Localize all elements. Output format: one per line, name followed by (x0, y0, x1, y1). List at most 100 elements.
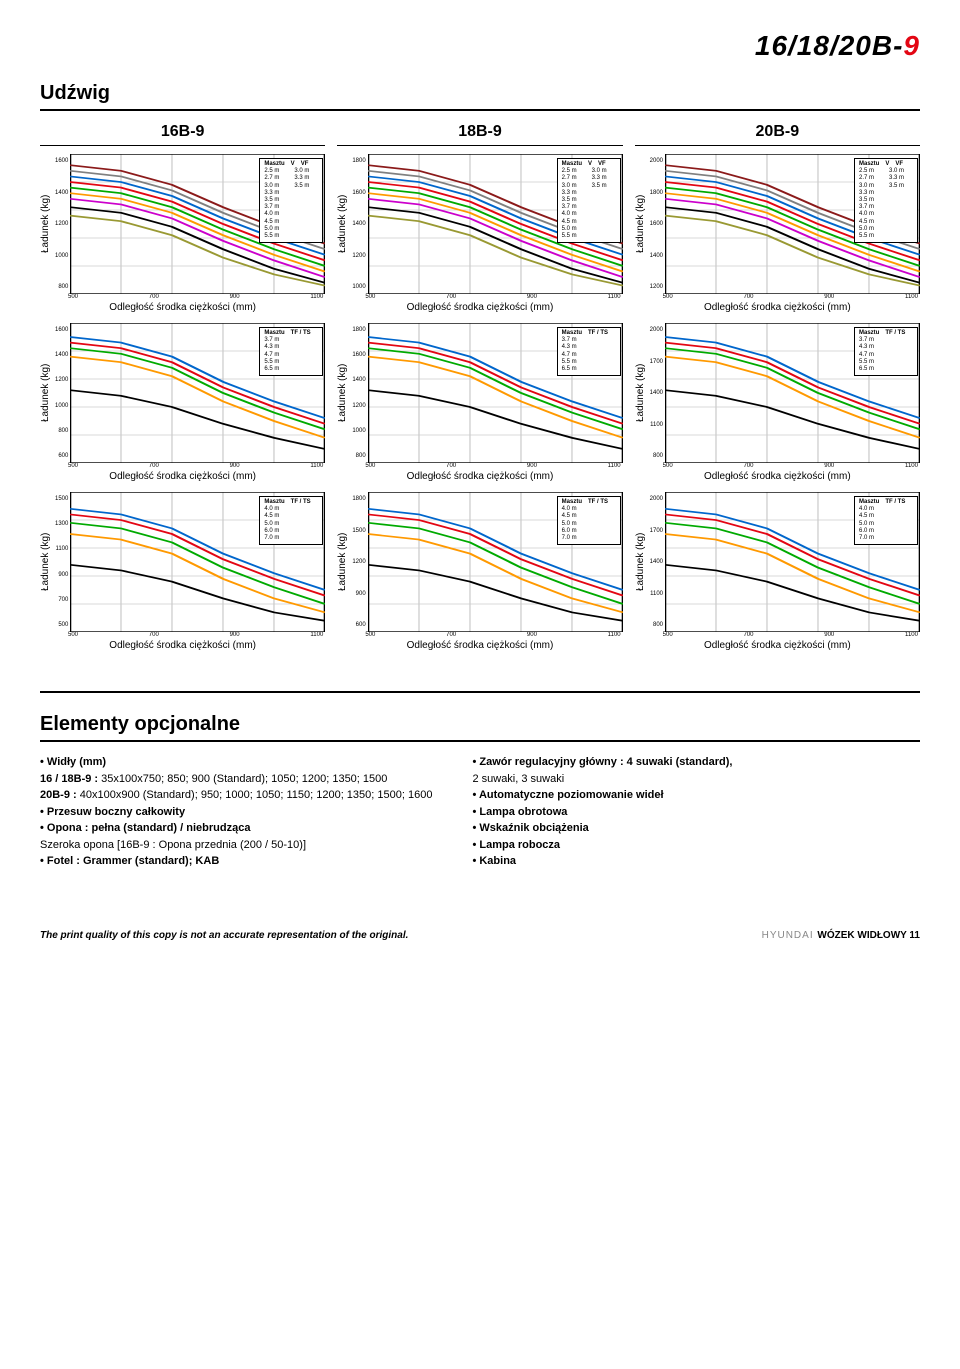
ytick: 1400 (55, 352, 68, 358)
options-columns: • Widły (mm)16 / 18B-9 : 35x100x750; 850… (40, 754, 920, 870)
legend-cell: 6.0 m (859, 528, 883, 535)
legend-cell: 3.3 m (294, 175, 318, 182)
chart-block: Ładunek (kg)18001600140012001000MasztuVV… (337, 154, 622, 313)
legend-cell (592, 528, 616, 535)
legend-cell: 3.3 m (592, 175, 616, 182)
legend-cell: 3.7 m (562, 204, 586, 211)
xtick: 1100 (905, 632, 918, 638)
option-item: • Lampa robocza (472, 837, 732, 854)
legend-header-cell: VF (301, 161, 309, 168)
yticks: 18001600140012001000800 (350, 323, 367, 463)
legend-header-cell: Masztu (264, 330, 284, 337)
legend-cell: 3.0 m (592, 168, 616, 175)
legend-cell: 5.0 m (859, 521, 883, 528)
ytick: 1600 (55, 327, 68, 333)
legend-header-cell: Masztu (859, 499, 879, 506)
chart-column: 16B-9Ładunek (kg)1600140012001000800Masz… (40, 123, 325, 661)
legend-cell: 3.7 m (859, 204, 883, 211)
legend-cell: 4.5 m (859, 513, 883, 520)
option-item: Szeroka opona [16B-9 : Opona przednia (2… (40, 837, 432, 854)
legend-cell: 2.5 m (264, 168, 288, 175)
legend-cell: 3.0 m (859, 183, 883, 190)
legend-cell (592, 506, 616, 513)
legend-cell (294, 211, 318, 218)
xaxis-label: Odległość środka ciężkości (mm) (635, 471, 920, 482)
ytick: 1200 (352, 253, 365, 259)
legend-cell: 3.0 m (562, 183, 586, 190)
yaxis-label: Ładunek (kg) (40, 492, 51, 632)
option-item: • Kabina (472, 853, 732, 870)
option-item: • Automatyczne poziomowanie wideł (472, 787, 732, 804)
option-item: • Zawór regulacyjny główny : 4 suwaki (s… (472, 754, 732, 771)
yticks: 2000170014001100800 (648, 323, 665, 463)
legend-cell (294, 219, 318, 226)
xtick: 1100 (608, 632, 621, 638)
xtick: 700 (743, 294, 753, 300)
option-item: • Opona : pełna (standard) / niebrudząca (40, 820, 432, 837)
legend-cell (592, 211, 616, 218)
legend-header-cell: Masztu (562, 499, 582, 506)
option-item: • Przesuw boczny całkowity (40, 804, 432, 821)
legend-cell (592, 233, 616, 240)
option-item: 20B-9 : 40x100x900 (Standard); 950; 1000… (40, 787, 432, 804)
legend-cell: 3.7 m (859, 337, 883, 344)
legend-cell (592, 337, 616, 344)
yaxis-label: Ładunek (kg) (40, 323, 51, 463)
ytick: 1200 (55, 377, 68, 383)
legend-cell: 3.5 m (294, 183, 318, 190)
column-title: 16B-9 (40, 123, 325, 146)
legend-cell (592, 359, 616, 366)
legend-cell: 4.7 m (562, 352, 586, 359)
ytick: 500 (55, 622, 68, 628)
legend-cell: 2.7 m (859, 175, 883, 182)
legend-header-cell: TF / TS (588, 330, 608, 337)
legend-cell: 6.5 m (859, 366, 883, 373)
legend-cell: 4.0 m (859, 506, 883, 513)
option-item: • Wskaźnik obciążenia (472, 820, 732, 837)
ytick: 1400 (55, 190, 68, 196)
ytick: 1600 (352, 352, 365, 358)
legend-cell (592, 352, 616, 359)
legend-cell (889, 344, 913, 351)
xtick: 1100 (905, 294, 918, 300)
xticks: 5007009001100 (337, 463, 622, 469)
ytick: 800 (55, 284, 68, 290)
legend-cell (592, 521, 616, 528)
chart-legend: MasztuVVF2.5 m3.0 m2.7 m3.3 m3.0 m3.5 m3… (259, 158, 323, 243)
legend-cell (294, 233, 318, 240)
xtick: 700 (743, 632, 753, 638)
legend-cell (592, 190, 616, 197)
chart-legend: MasztuTF / TS3.7 m4.3 m4.7 m5.5 m6.5 m (259, 327, 323, 376)
legend-cell (294, 344, 318, 351)
legend-cell: 4.5 m (264, 513, 288, 520)
xtick: 900 (230, 463, 240, 469)
yticks: 150013001100900700500 (53, 492, 70, 632)
legend-cell: 4.5 m (264, 219, 288, 226)
legend-cell (592, 219, 616, 226)
yaxis-label: Ładunek (kg) (635, 323, 646, 463)
footer-page: WÓZEK WIDŁOWY 11 (817, 930, 920, 941)
xaxis-label: Odległość środka ciężkości (mm) (337, 471, 622, 482)
legend-cell: 3.5 m (592, 183, 616, 190)
xtick: 900 (527, 294, 537, 300)
xtick: 1100 (310, 294, 323, 300)
legend-cell (294, 535, 318, 542)
legend-cell (294, 521, 318, 528)
chart-block: Ładunek (kg)2000170014001100800MasztuTF … (635, 323, 920, 482)
ytick: 1600 (650, 221, 663, 227)
chart-columns: 16B-9Ładunek (kg)1600140012001000800Masz… (40, 123, 920, 661)
ytick: 1600 (55, 158, 68, 164)
ytick: 1200 (55, 221, 68, 227)
xaxis-label: Odległość środka ciężkości (mm) (337, 640, 622, 651)
legend-cell: 6.5 m (562, 366, 586, 373)
legend-cell (889, 197, 913, 204)
xticks: 5007009001100 (337, 632, 622, 638)
ytick: 1200 (352, 403, 365, 409)
footer-left: The print quality of this copy is not an… (40, 930, 408, 941)
legend-cell (592, 535, 616, 542)
header-suf: 9 (903, 30, 920, 61)
legend-header-cell: TF / TS (291, 330, 311, 337)
legend-cell: 4.0 m (264, 506, 288, 513)
legend-header-cell: TF / TS (588, 499, 608, 506)
legend-cell: 4.5 m (562, 513, 586, 520)
